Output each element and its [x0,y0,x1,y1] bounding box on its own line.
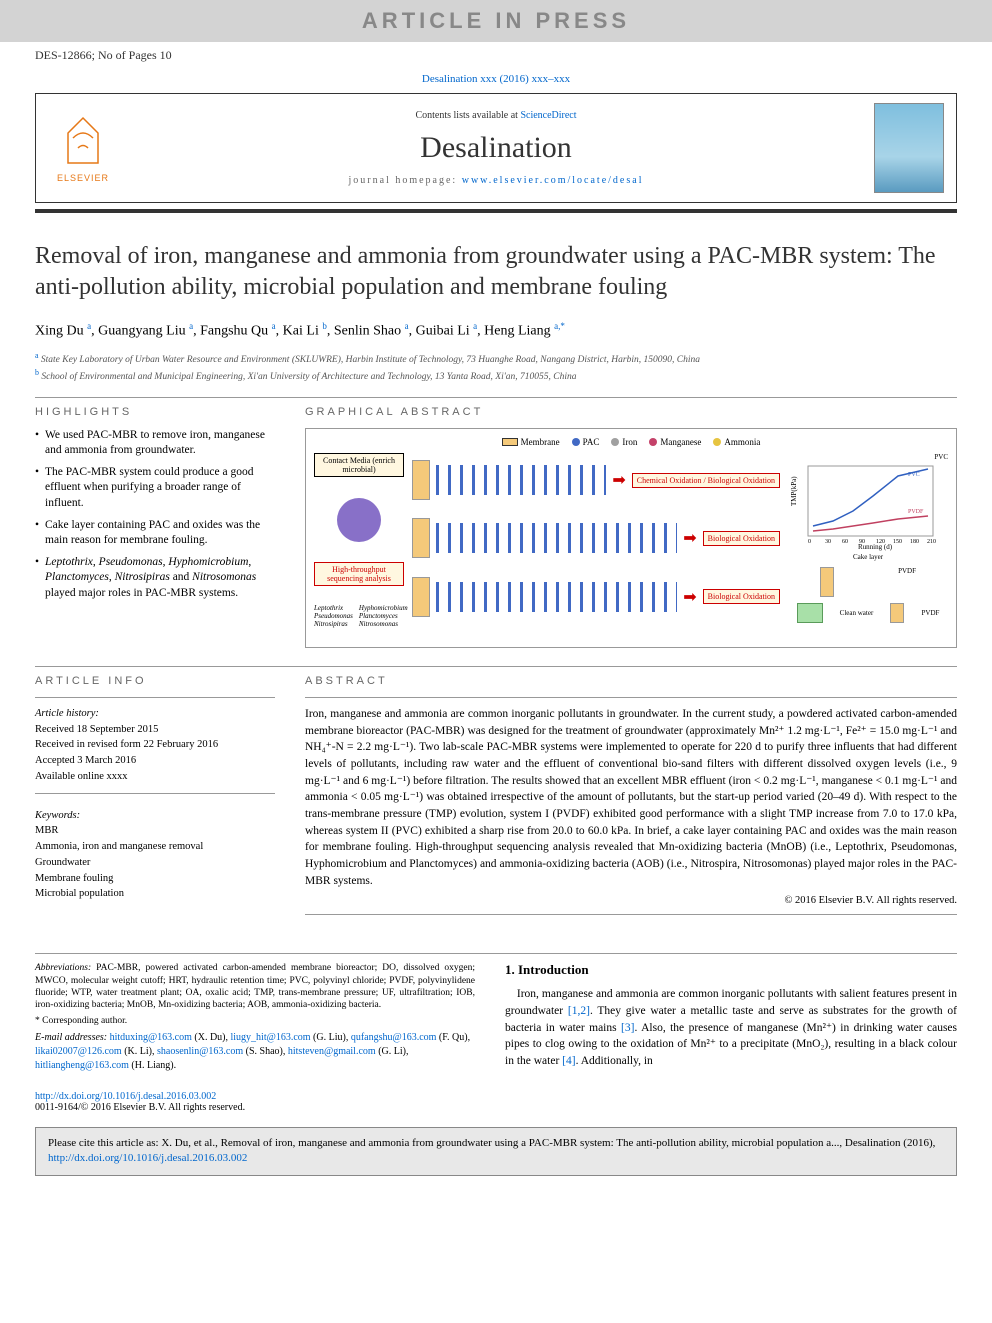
highlight-item: Cake layer containing PAC and oxides was… [35,518,275,549]
keywords-label: Keywords: [35,808,275,824]
svg-text:120: 120 [876,539,885,545]
email-link[interactable]: hitsteven@gmail.com [288,1046,376,1057]
svg-text:PVC: PVC [908,472,920,478]
affil-a-text: State Key Laboratory of Urban Water Reso… [41,355,700,365]
graphical-abstract-figure: MembranePACIronManganeseAmmonia Contact … [305,428,957,648]
svg-text:TMP(kPa): TMP(kPa) [790,476,798,506]
abbreviations-block: Abbreviations: PAC-MBR, powered activate… [35,962,475,1011]
history-label: Article history: [35,706,275,722]
divider [35,697,275,698]
email-link[interactable]: likai02007@126.com [35,1046,122,1057]
header-divider [35,209,957,213]
copyright-line: © 2016 Elsevier B.V. All rights reserved… [305,895,957,906]
highlight-item: We used PAC-MBR to remove iron, manganes… [35,428,275,459]
cite-prefix: Please cite this article as: X. Du, et a… [48,1137,935,1149]
article-in-press-banner: ARTICLE IN PRESS [0,0,992,42]
emails-label: E-mail addresses: [35,1032,107,1043]
authors-line: Xing Du a, Guangyang Liu a, Fangshu Qu a… [35,321,957,340]
ga-legend: MembranePACIronManganeseAmmonia [314,437,948,447]
issn-line: 0011-9164/© 2016 Elsevier B.V. All right… [35,1102,245,1113]
highlights-heading: HIGHLIGHTS [35,406,275,418]
article-info-heading: ARTICLE INFO [35,675,275,687]
svg-text:90: 90 [859,539,865,545]
abbreviations-label: Abbreviations: [35,963,91,973]
doi-header-line: Desalination xxx (2016) xxx–xxx [0,69,992,93]
email-link[interactable]: hitliangheng@163.com [35,1060,129,1071]
cite-doi-link[interactable]: http://dx.doi.org/10.1016/j.desal.2016.0… [48,1152,247,1164]
highlights-list: We used PAC-MBR to remove iron, manganes… [35,428,275,601]
corresponding-author: * Corresponding author. [35,1015,475,1027]
elsevier-logo: ELSEVIER [48,106,118,191]
email-link[interactable]: hitduxing@163.com [110,1032,192,1043]
history-line: Available online xxxx [35,769,275,785]
document-id: DES-12866; No of Pages 10 [0,42,992,69]
svg-text:30: 30 [825,539,831,545]
journal-cover-thumbnail [874,103,944,193]
keyword-item: Ammonia, iron and manganese removal [35,839,275,855]
keyword-item: Groundwater [35,855,275,871]
doi-footer: http://dx.doi.org/10.1016/j.desal.2016.0… [35,1091,475,1113]
journal-name: Desalination [118,131,874,165]
abstract-text: Iron, manganese and ammonia are common i… [305,706,957,889]
divider [35,793,275,794]
affil-b-text: School of Environmental and Municipal En… [41,373,576,383]
graphical-abstract-heading: GRAPHICAL ABSTRACT [305,406,957,418]
ga-tmp-chart: TMP(kPa) Running (d) PVC PVDF 0306090120… [788,461,938,551]
svg-text:60: 60 [842,539,848,545]
history-line: Accepted 3 March 2016 [35,753,275,769]
svg-text:PVDF: PVDF [908,509,924,515]
highlight-item: Leptothrix, Pseudomonas, Hyphomicrobium,… [35,555,275,602]
contents-line: Contents lists available at ScienceDirec… [118,110,874,121]
keyword-item: Microbial population [35,886,275,902]
article-title: Removal of iron, manganese and ammonia f… [35,241,957,303]
keyword-item: Membrane fouling [35,871,275,887]
footer-divider [35,953,957,954]
doi-link[interactable]: http://dx.doi.org/10.1016/j.desal.2016.0… [35,1091,216,1102]
svg-text:210: 210 [927,539,936,545]
divider [305,914,957,915]
divider [305,697,957,698]
homepage-line: journal homepage: www.elsevier.com/locat… [118,175,874,186]
contents-prefix: Contents lists available at [415,110,520,121]
header-center: Contents lists available at ScienceDirec… [118,110,874,186]
ga-contact-media: Contact Media (enrich microbial) [314,453,404,477]
article-history: Article history: Received 18 September 2… [35,706,275,785]
affiliation-a: a State Key Laboratory of Urban Water Re… [35,350,957,367]
elsevier-text: ELSEVIER [57,173,109,183]
email-link[interactable]: shaosenlin@163.com [157,1046,243,1057]
highlight-item: The PAC-MBR system could produce a good … [35,465,275,512]
svg-text:150: 150 [893,539,902,545]
divider [35,397,957,398]
sciencedirect-link[interactable]: ScienceDirect [520,110,576,121]
history-line: Received in revised form 22 February 201… [35,737,275,753]
ga-process-row: ➡ Biological Oxidation [412,577,780,617]
keyword-item: MBR [35,823,275,839]
svg-text:180: 180 [910,539,919,545]
svg-text:0: 0 [808,539,811,545]
introduction-text: Iron, manganese and ammonia are common i… [505,986,957,1069]
abstract-heading: ABSTRACT [305,675,957,687]
introduction-heading: 1. Introduction [505,962,957,978]
ga-process-row: ➡ Biological Oxidation [412,518,780,558]
abbreviations-text: PAC-MBR, powered activated carbon-amende… [35,963,475,1010]
divider [35,666,957,667]
ga-process-row: ➡ Chemical Oxidation / Biological Oxidat… [412,460,780,500]
affiliations: a State Key Laboratory of Urban Water Re… [35,350,957,385]
ga-sequencing: High-throughput sequencing analysis [314,562,404,586]
journal-header-box: ELSEVIER Contents lists available at Sci… [35,93,957,203]
emails-block: E-mail addresses: hitduxing@163.com (X. … [35,1031,475,1073]
affiliation-b: b School of Environmental and Municipal … [35,367,957,384]
email-link[interactable]: liugy_hit@163.com [231,1032,311,1043]
keywords-block: Keywords: MBRAmmonia, iron and manganese… [35,808,275,903]
history-line: Received 18 September 2015 [35,722,275,738]
email-link[interactable]: qufangshu@163.com [351,1032,437,1043]
homepage-link[interactable]: www.elsevier.com/locate/desal [462,175,644,186]
citation-box: Please cite this article as: X. Du, et a… [35,1127,957,1176]
homepage-prefix: journal homepage: [349,175,462,186]
